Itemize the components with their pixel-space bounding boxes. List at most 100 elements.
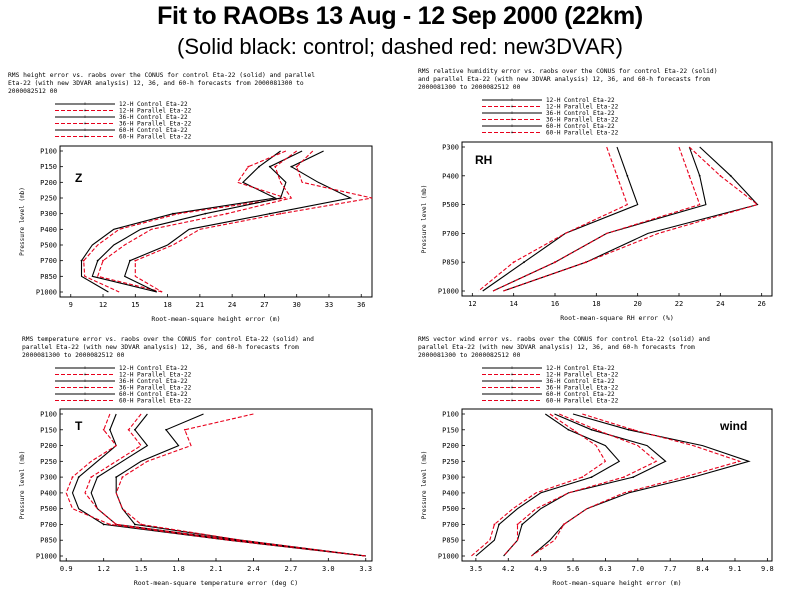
y-tick-label: P700 (40, 257, 57, 265)
x-axis-label: Root-mean-square height error (m) (151, 315, 280, 323)
x-tick-label: 0.9 (60, 565, 73, 573)
legend-label: 12-H Parallel Eta-22 (119, 372, 192, 379)
series-point (225, 212, 228, 215)
y-tick-label: P300 (40, 474, 57, 482)
y-tick-label: P500 (40, 242, 57, 250)
series-point (562, 523, 565, 526)
y-tick-label: P150 (442, 426, 459, 434)
series-line (90, 413, 366, 557)
y-axis-label: Pressure level (mb) (19, 187, 26, 256)
series-line (531, 413, 742, 557)
y-tick-label: P400 (40, 226, 57, 234)
legend-marker: + (83, 392, 86, 398)
legend-marker: + (83, 372, 86, 378)
series-point (493, 523, 496, 526)
x-tick-label: 4.9 (534, 565, 547, 573)
series-point (567, 428, 570, 431)
chart-title-line: Eta-22 (with new 3DVAR analysis) 12, 36,… (8, 80, 304, 87)
x-tick-label: 24 (716, 300, 724, 308)
legend-label: 36-H Control Eta-22 (119, 378, 188, 385)
y-tick-label: P100 (40, 148, 57, 156)
chart-title-line: 2000081300 to 2000082512 00 (22, 352, 125, 359)
series-point (165, 428, 167, 431)
series-line (503, 413, 667, 557)
legend-marker: + (83, 398, 86, 404)
x-tick-label: 7.7 (664, 565, 677, 573)
legend-label: 36-H Control Eta-22 (546, 378, 615, 385)
series-point (127, 428, 130, 431)
series-point (109, 428, 111, 431)
x-tick-label: 5.6 (567, 565, 580, 573)
legend-marker: + (510, 117, 513, 123)
series-point (134, 259, 137, 262)
legend-marker: + (83, 366, 86, 372)
panel-label: wind (719, 419, 747, 433)
y-tick-label: P150 (40, 426, 57, 434)
y-tick-label: P1000 (36, 553, 57, 561)
series-line (470, 413, 607, 557)
legend-marker: + (510, 104, 513, 110)
panel-label: RH (475, 153, 492, 167)
x-tick-label: 26 (757, 300, 765, 308)
legend-marker: + (510, 372, 513, 378)
x-tick-label: 1.2 (97, 565, 110, 573)
series-line (123, 150, 353, 293)
series-point (96, 476, 99, 479)
series-point (102, 259, 104, 262)
series-point (183, 428, 186, 431)
series-point (632, 428, 635, 431)
series-point (627, 428, 630, 431)
legend-marker: + (83, 102, 86, 108)
y-tick-label: P250 (442, 458, 459, 466)
legend-label: 60-H Parallel Eta-22 (546, 130, 619, 137)
series-line (531, 413, 751, 557)
x-tick-label: 15 (131, 301, 139, 309)
series-line (475, 413, 621, 557)
legend-label: 36-H Parallel Eta-22 (546, 117, 619, 124)
series-point (77, 476, 80, 479)
chart-title-line: RMS relative humidity error vs. raobs ov… (418, 68, 718, 75)
y-tick-label: P250 (40, 195, 57, 203)
x-tick-label: 27 (260, 301, 268, 309)
y-tick-label: P400 (40, 489, 57, 497)
chart-title-line: 2000081300 to 2000082512 00 (418, 352, 521, 359)
y-tick-label: P200 (40, 179, 57, 187)
series-point (274, 165, 277, 168)
y-tick-label: P700 (442, 521, 459, 529)
legend-label: 36-H Parallel Eta-22 (546, 385, 619, 392)
legend-label: 60-H Parallel Eta-22 (119, 134, 192, 141)
y-axis-label: Pressure level (mb) (421, 185, 428, 254)
x-tick-label: 22 (675, 300, 683, 308)
legend-marker: + (83, 385, 86, 391)
series-point (590, 476, 593, 479)
series-line (83, 150, 287, 293)
legend-label: 12-H Control Eta-22 (119, 101, 188, 108)
y-tick-label: P500 (442, 201, 459, 209)
y-tick-label: P250 (40, 458, 57, 466)
series-point (632, 476, 635, 479)
series-line (84, 413, 366, 557)
series-point (521, 523, 524, 526)
series-point (133, 523, 136, 526)
series-line (96, 150, 298, 293)
chart-title-line: 2000081300 to 2000082512 00 (418, 84, 521, 91)
x-tick-label: 3.5 (470, 565, 483, 573)
series-point (121, 476, 124, 479)
legend-marker: + (510, 124, 513, 130)
chart-title-line: parallel Eta-22 (with new 3DVAR analysis… (418, 344, 695, 351)
series-point (692, 476, 695, 479)
series-point (204, 212, 207, 215)
series-point (82, 259, 85, 262)
legend-label: 12-H Parallel Eta-22 (546, 372, 619, 379)
y-tick-label: P500 (40, 505, 57, 513)
series-line (80, 150, 281, 293)
legend-marker: + (510, 366, 513, 372)
x-axis-label: Root-mean-square height error (m) (552, 579, 681, 587)
series-line (492, 146, 701, 292)
x-tick-label: 9.8 (761, 565, 774, 573)
series-point (172, 212, 174, 215)
y-tick-label: P500 (442, 505, 459, 513)
y-tick-label: P850 (442, 259, 459, 267)
series-line (503, 146, 759, 292)
